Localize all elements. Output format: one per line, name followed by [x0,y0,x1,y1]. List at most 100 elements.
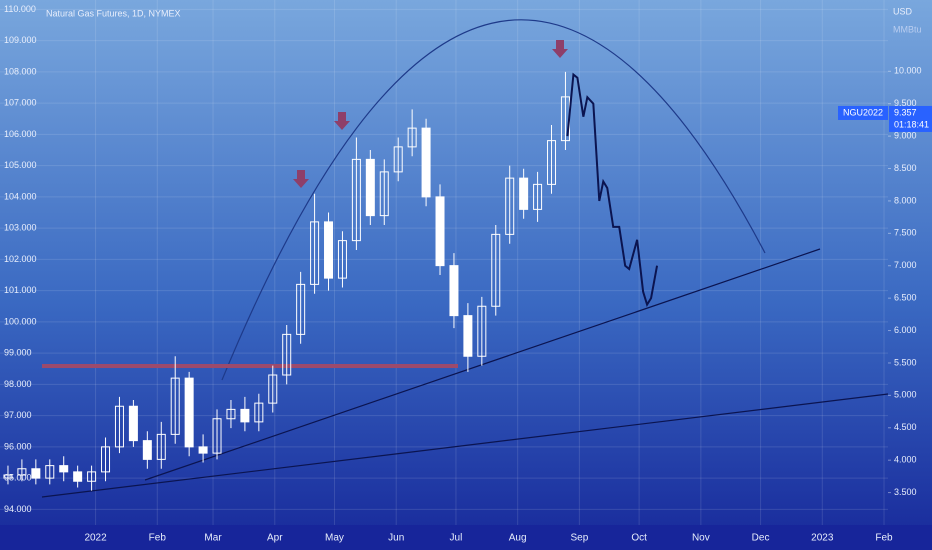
arc-drawing [221,19,766,381]
price-tag-label: 9.357 [894,107,917,117]
candle-body [324,221,334,279]
y-tick-label: 96.000 [4,441,32,451]
candle-body [421,127,431,198]
marks [3,71,659,491]
candle-body [170,377,180,435]
y-tick-label: 97.000 [4,410,32,420]
candle-body [142,440,152,460]
x-tick-label: Feb [149,533,167,544]
y-tick-label: 99.000 [4,348,32,358]
y-tick-label: 103.000 [4,223,37,233]
candle-body [477,305,487,357]
candle-body [547,140,557,185]
candle-body [3,474,13,479]
y2-tick-label: 10.000 [894,66,922,76]
y2-tick-label: 9.500 [894,98,917,108]
x-tick-label: 2023 [811,533,834,544]
x-tick-label: Mar [204,533,222,544]
x-tick-label: Dec [752,533,770,544]
candle-body [379,171,389,217]
symbol-tag-label: NGU2022 [843,107,883,117]
y2-tick-label: 7.500 [894,228,917,238]
candle-body [101,446,111,473]
candle-body [533,183,543,210]
x-tick-label: Sep [570,533,588,544]
candle-body [156,433,166,460]
candle-body [31,468,41,479]
y2-tick-label: 3.500 [894,487,917,497]
symbol-tag [838,105,888,120]
y2-tick-label: 8.500 [894,163,917,173]
x-tick-label: Oct [631,533,647,544]
candle-body [310,221,320,285]
price-tag [889,105,932,132]
candle-body [268,374,278,404]
y-tick-label: 106.000 [4,129,37,139]
candle-body [73,471,83,482]
x-tick-label: Jul [450,533,463,544]
candle-body [407,127,417,148]
candle-body [59,465,69,473]
candle-body [17,468,27,476]
candle-body [254,402,264,423]
candle-body [128,405,138,442]
candle-body [337,240,347,279]
trend-line [144,248,821,481]
x-tick-label: Aug [509,533,527,544]
countdown-label: 01:18:41 [894,119,929,129]
candle-body [198,446,208,454]
candle-body [114,405,124,448]
y2-tick-label: 6.500 [894,293,917,303]
y2-tick-label: 8.000 [894,195,917,205]
candle-body [449,265,459,317]
y-tick-label: 107.000 [4,98,37,108]
x-tick-label: Apr [267,533,283,544]
y-tick-label: 108.000 [4,66,37,76]
y2-unit: USD [893,6,913,16]
y2-tick-label: 5.000 [894,390,917,400]
candle-body [519,177,529,210]
time-axis-strip [0,525,932,550]
candle-body [296,283,306,335]
x-tick-label: May [325,533,344,544]
candle-body [365,158,375,217]
y2-tick-label: 4.000 [894,455,917,465]
x-tick-label: 2022 [84,533,107,544]
candle-body [240,408,250,423]
candle-body [45,465,55,479]
y-tick-label: 109.000 [4,35,37,45]
y-tick-label: 98.000 [4,379,32,389]
candle-body [184,377,194,448]
labels: 94.000 95.000 96.000 97.000 98.000 99.000 100.… [4,4,932,544]
grid [0,0,888,525]
candle-body [87,471,97,482]
y-tick-label: 102.000 [4,254,37,264]
y-tick-label: 101.000 [4,285,37,295]
y-tick-label: 95.000 [4,473,32,483]
chart-title: Natural Gas Futures, 1D, NYMEX [46,8,181,18]
y2-unit-sub: MMBtu [893,24,922,34]
y-tick-label: 94.000 [4,504,32,514]
price-line [566,72,659,308]
candle-body [393,146,403,173]
candle-body [463,315,473,357]
candle-body [226,408,236,420]
x-tick-label: Jun [388,533,404,544]
candle-body [212,418,222,454]
arrow [334,112,350,130]
x-tick-label: Nov [692,533,710,544]
y2-tick-label: 4.500 [894,422,917,432]
arrow [293,170,309,188]
candle-body [435,196,445,267]
trend-line [41,393,889,498]
y-tick-label: 105.000 [4,160,37,170]
candle-body [491,233,501,307]
x-tick-label: Feb [875,533,893,544]
y-tick-label: 100.000 [4,316,37,326]
y2-tick-label: 6.000 [894,325,917,335]
candle-body [351,158,361,242]
y-tick-label: 110.000 [4,4,36,14]
y2-tick-label: 7.000 [894,260,917,270]
